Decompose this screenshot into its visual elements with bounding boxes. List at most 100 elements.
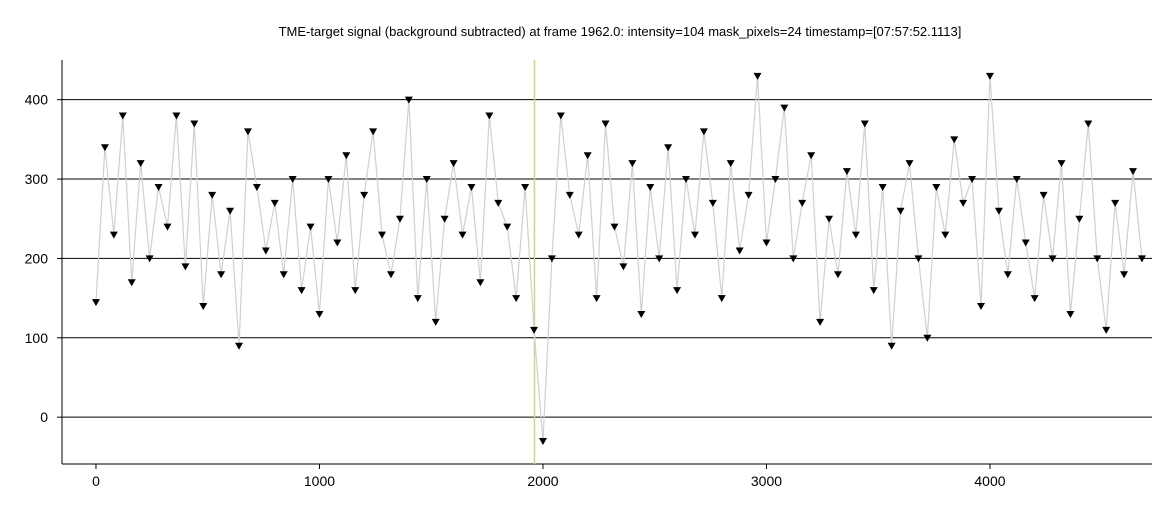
y-tick-label: 200 — [25, 250, 49, 266]
point-marker — [825, 215, 834, 223]
point-marker — [914, 255, 923, 263]
point-marker — [413, 295, 422, 303]
x-tick-label: 2000 — [527, 473, 558, 489]
point-marker — [789, 255, 798, 263]
point-marker — [172, 112, 181, 120]
point-marker — [762, 239, 771, 247]
point-marker — [118, 112, 127, 120]
x-tick-label: 0 — [92, 473, 100, 489]
point-marker — [932, 183, 941, 191]
point-marker — [315, 310, 324, 318]
point-marker — [154, 183, 163, 191]
point-marker — [851, 231, 860, 239]
point-marker — [351, 287, 360, 295]
point-marker — [1137, 255, 1146, 263]
point-marker — [735, 247, 744, 255]
point-marker — [422, 176, 431, 184]
point-marker — [530, 326, 539, 334]
point-marker — [699, 128, 708, 136]
point-marker — [127, 279, 136, 287]
point-marker — [199, 303, 208, 311]
point-marker — [449, 160, 458, 168]
point-marker — [994, 207, 1003, 215]
point-marker — [923, 334, 932, 342]
point-marker — [878, 183, 887, 191]
point-marker — [163, 223, 172, 231]
point-marker — [628, 160, 637, 168]
point-marker — [1102, 326, 1111, 334]
point-marker — [574, 231, 583, 239]
point-marker — [637, 310, 646, 318]
point-marker — [950, 136, 959, 144]
point-marker — [521, 183, 530, 191]
point-marker — [977, 303, 986, 311]
point-marker — [1012, 176, 1021, 184]
y-tick-label: 100 — [25, 330, 49, 346]
point-marker — [601, 120, 610, 128]
point-marker — [1030, 295, 1039, 303]
point-marker — [1057, 160, 1066, 168]
point-marker — [1003, 271, 1012, 279]
point-marker — [807, 152, 816, 160]
point-marker — [145, 255, 154, 263]
point-marker — [1093, 255, 1102, 263]
point-marker — [673, 287, 682, 295]
point-marker — [243, 128, 252, 136]
point-marker — [440, 215, 449, 223]
series-line — [95, 75, 1143, 442]
point-marker — [261, 247, 270, 255]
point-marker — [503, 223, 512, 231]
point-marker — [842, 168, 851, 176]
point-marker — [744, 191, 753, 199]
point-marker — [467, 183, 476, 191]
x-tick-label: 4000 — [974, 473, 1005, 489]
point-marker — [833, 271, 842, 279]
y-tick-label: 400 — [25, 92, 49, 108]
point-marker — [360, 191, 369, 199]
point-marker — [512, 295, 521, 303]
point-marker — [190, 120, 199, 128]
point-marker — [1039, 191, 1048, 199]
point-marker — [1084, 120, 1093, 128]
point-marker — [583, 152, 592, 160]
point-marker — [985, 72, 994, 80]
point-marker — [136, 160, 145, 168]
point-marker — [664, 144, 673, 152]
point-marker — [887, 342, 896, 350]
point-marker — [905, 160, 914, 168]
point-marker — [941, 231, 950, 239]
point-marker — [896, 207, 905, 215]
point-marker — [771, 176, 780, 184]
point-marker — [1129, 168, 1138, 176]
point-marker — [968, 176, 977, 184]
point-marker — [1111, 199, 1120, 207]
point-marker — [798, 199, 807, 207]
x-tick-label: 3000 — [751, 473, 782, 489]
point-marker — [485, 112, 494, 120]
point-marker — [565, 191, 574, 199]
point-marker — [378, 231, 387, 239]
point-marker — [816, 318, 825, 326]
point-marker — [726, 160, 735, 168]
point-marker — [494, 199, 503, 207]
point-marker — [217, 271, 226, 279]
point-marker — [226, 207, 235, 215]
point-marker — [959, 199, 968, 207]
point-marker — [646, 183, 655, 191]
point-marker — [655, 255, 664, 263]
point-marker — [610, 223, 619, 231]
point-marker — [369, 128, 378, 136]
chart-title: TME-target signal (background subtracted… — [279, 24, 962, 39]
point-marker — [395, 215, 404, 223]
point-marker — [1048, 255, 1057, 263]
point-marker — [288, 176, 297, 184]
point-marker — [556, 112, 565, 120]
point-marker — [306, 223, 315, 231]
point-marker — [619, 263, 628, 271]
point-marker — [279, 271, 288, 279]
point-marker — [458, 231, 467, 239]
point-marker — [342, 152, 351, 160]
point-marker — [717, 295, 726, 303]
point-marker — [1021, 239, 1030, 247]
